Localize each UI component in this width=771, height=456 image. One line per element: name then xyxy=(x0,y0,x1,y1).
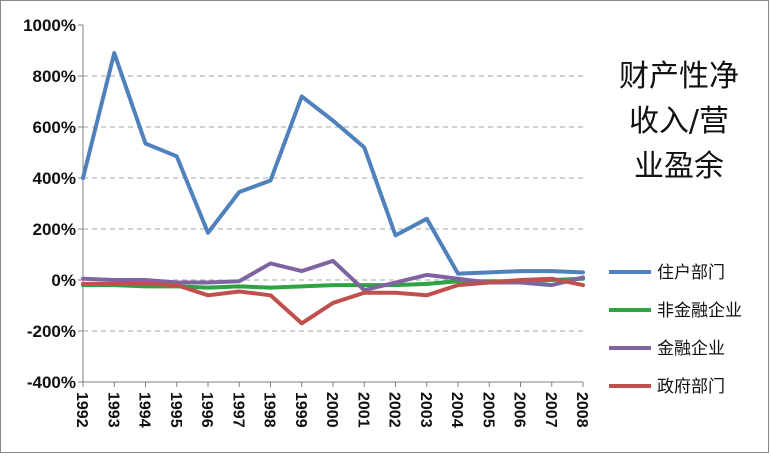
x-tick-label: 1997 xyxy=(229,392,246,428)
data-point xyxy=(456,283,460,287)
data-point xyxy=(550,269,554,273)
y-tick-label: 600% xyxy=(33,118,76,137)
x-tick-label: 2008 xyxy=(573,392,590,428)
x-tick-label: 1995 xyxy=(167,392,184,428)
data-point xyxy=(362,283,366,287)
data-point xyxy=(581,275,585,279)
x-tick-label: 2007 xyxy=(542,392,559,428)
data-point xyxy=(300,321,304,325)
legend-label: 政府部门 xyxy=(657,377,725,397)
x-tick-label: 2000 xyxy=(323,392,340,428)
data-point xyxy=(144,142,147,146)
data-point xyxy=(550,283,554,287)
data-point xyxy=(237,279,241,283)
x-tick-label: 1992 xyxy=(73,392,90,428)
data-point xyxy=(581,283,585,287)
x-tick-label: 2006 xyxy=(511,392,528,428)
data-point xyxy=(425,282,429,286)
y-tick-label: 0% xyxy=(51,271,76,290)
data-point xyxy=(394,291,397,295)
data-point xyxy=(300,94,304,98)
data-point xyxy=(394,233,397,237)
data-point xyxy=(237,289,241,293)
title-line-3: 业盈余 xyxy=(634,149,724,184)
data-point xyxy=(144,278,147,282)
data-point xyxy=(331,283,335,287)
data-point xyxy=(175,154,179,158)
x-tick-label: 1998 xyxy=(261,392,278,428)
data-point xyxy=(519,269,522,273)
legend-label: 住户部门 xyxy=(657,263,725,283)
data-point xyxy=(206,286,210,290)
x-tick-labels: 1992 1993 1994 1995 1996 1997 1998 1999 2000 2001… xyxy=(73,392,590,428)
data-point xyxy=(425,217,429,221)
data-point xyxy=(269,179,272,183)
y-tick-labels: 1000% 800% 600% 400% 200% 0% -200% -400% xyxy=(23,16,76,392)
data-point xyxy=(550,277,554,281)
series-lines xyxy=(81,51,585,326)
x-tick-label: 2002 xyxy=(386,392,403,428)
x-tick-label: 2003 xyxy=(417,392,434,428)
y-tick-label: 800% xyxy=(33,67,76,86)
grid-lines xyxy=(83,75,583,332)
title-line-1: 财产性净 xyxy=(619,59,739,94)
data-point xyxy=(331,301,335,305)
data-point xyxy=(237,284,241,288)
x-tick-label: 2004 xyxy=(448,392,465,428)
data-point xyxy=(206,231,210,235)
data-point xyxy=(581,270,585,274)
data-point xyxy=(394,281,397,285)
chart-title: 财产性净 收入/营 业盈余 xyxy=(619,59,739,184)
data-point xyxy=(112,278,116,282)
x-tick-label: 1993 xyxy=(104,392,121,428)
data-point xyxy=(81,282,85,286)
data-point xyxy=(300,284,304,288)
data-point xyxy=(269,286,272,290)
data-point xyxy=(362,291,366,295)
data-point xyxy=(487,281,491,285)
data-point xyxy=(206,293,210,297)
y-tick-label: -400% xyxy=(27,373,76,392)
data-point xyxy=(81,176,85,180)
data-point xyxy=(269,261,272,265)
data-point xyxy=(206,281,210,285)
series-line xyxy=(81,51,585,276)
data-point xyxy=(81,277,85,281)
legend-label: 非金融企业 xyxy=(657,301,742,321)
x-tick-label: 2005 xyxy=(479,392,496,428)
data-point xyxy=(425,293,429,297)
y-tick-label: 200% xyxy=(33,220,76,239)
data-point xyxy=(269,293,272,297)
x-tick-label: 1996 xyxy=(198,392,215,428)
axes xyxy=(78,24,584,387)
data-point xyxy=(175,283,179,287)
data-point xyxy=(425,273,429,277)
data-point xyxy=(456,277,460,281)
x-tick-label: 1999 xyxy=(292,392,309,428)
data-point xyxy=(331,259,335,263)
data-point xyxy=(112,51,116,55)
data-point xyxy=(144,282,147,286)
data-point xyxy=(112,282,116,286)
x-tick-label: 1994 xyxy=(136,392,153,428)
legend-label: 金融企业 xyxy=(657,339,725,359)
data-point xyxy=(519,278,522,282)
y-tick-label: 1000% xyxy=(23,16,76,35)
y-tick-label: -200% xyxy=(27,322,76,341)
data-point xyxy=(362,145,366,149)
x-tick-label: 2001 xyxy=(354,392,371,428)
y-tick-label: 400% xyxy=(33,169,76,188)
data-point xyxy=(487,270,491,274)
data-point xyxy=(300,269,304,273)
title-line-2: 收入/营 xyxy=(629,104,729,139)
data-point xyxy=(237,190,241,194)
data-point xyxy=(456,272,460,276)
data-point xyxy=(331,119,335,123)
